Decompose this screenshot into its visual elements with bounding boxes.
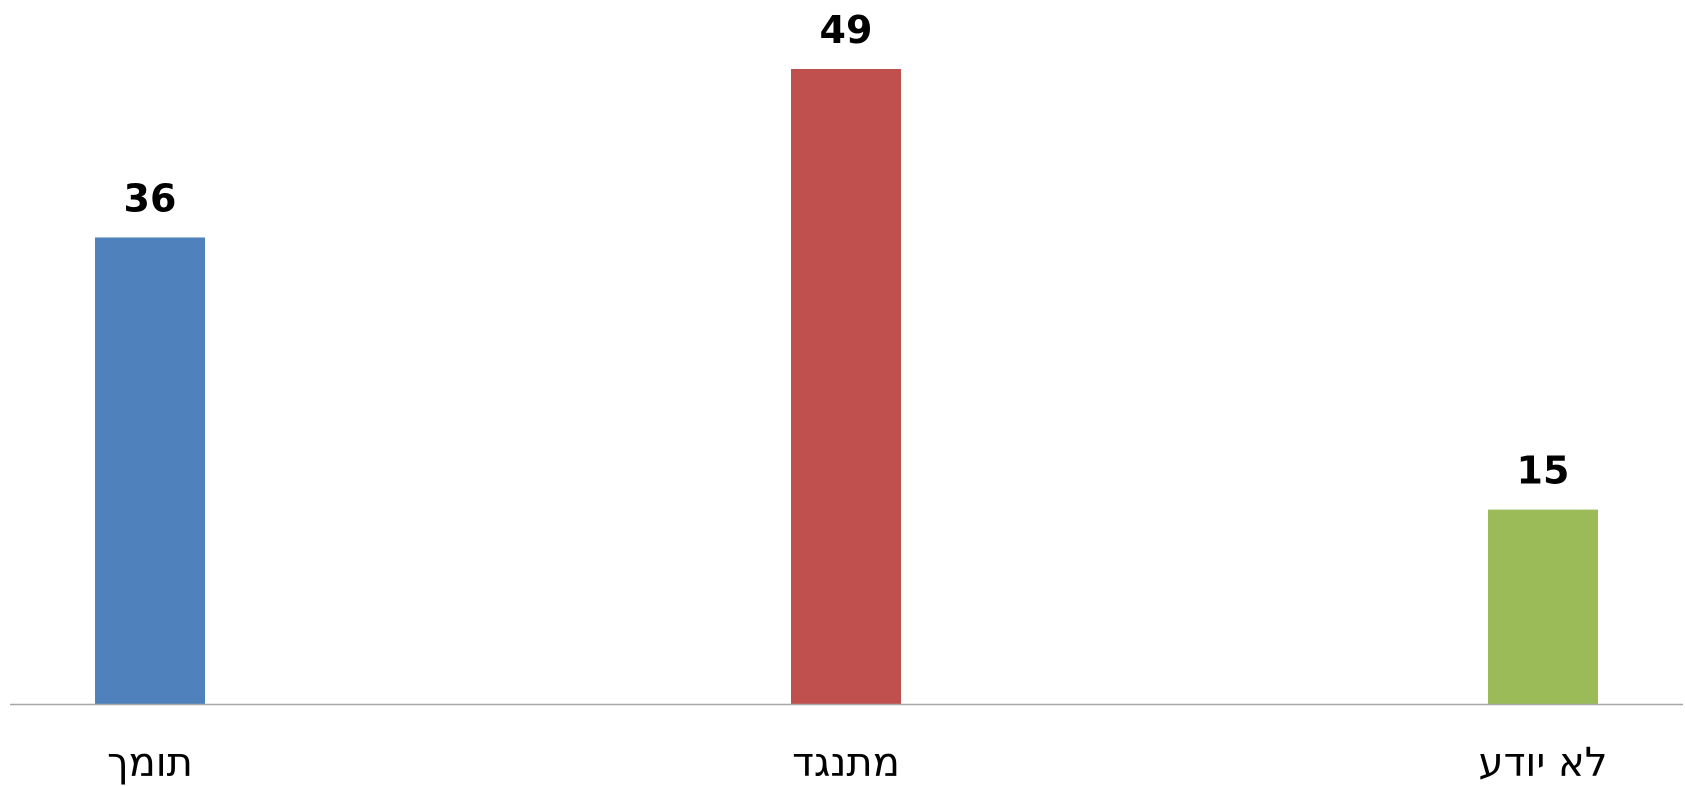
bar-1	[95, 237, 205, 704]
category-label-2: מתנגד	[792, 740, 900, 786]
data-label-1: 36	[124, 176, 177, 220]
category-labels-layer: תומך מתנגד לא יודע	[107, 740, 1607, 786]
data-label-2: 49	[820, 8, 873, 52]
bars-layer	[95, 69, 1598, 704]
bar-3	[1488, 509, 1598, 704]
category-label-1: תומך	[107, 740, 193, 786]
bar-2	[791, 69, 901, 704]
data-labels-layer: 36 49 15	[124, 8, 1570, 493]
data-label-3: 15	[1517, 449, 1570, 493]
category-label-3: לא יודע	[1479, 740, 1608, 786]
